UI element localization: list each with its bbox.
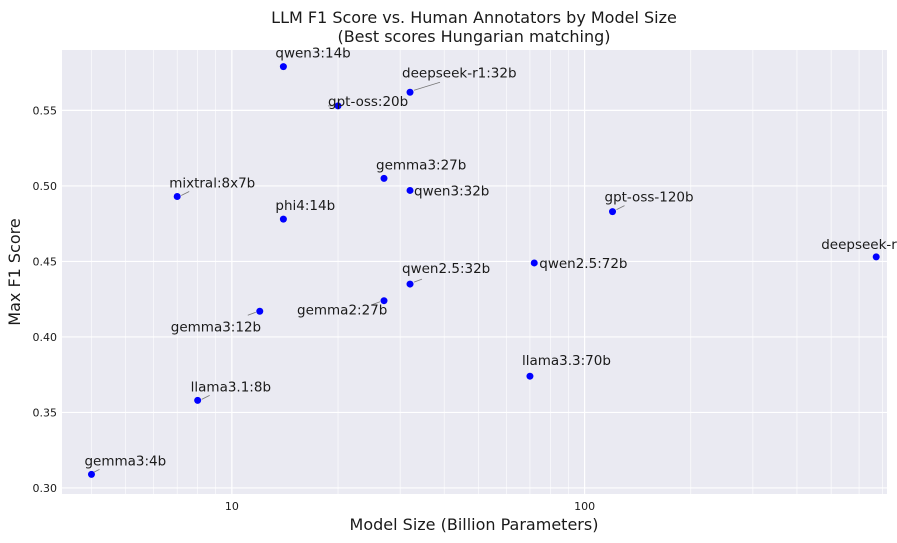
minor-gridlines (91, 50, 883, 494)
data-point (334, 102, 342, 110)
point-label: phi4:14b (275, 198, 335, 214)
plot-area (62, 50, 887, 494)
point-label: qwen2.5:72b (539, 256, 627, 272)
data-point (87, 470, 95, 478)
data-point (872, 253, 880, 261)
point-label: gemma3:4b (84, 453, 166, 469)
y-tick-label: 0.50 (33, 180, 58, 193)
leader-line (413, 81, 441, 91)
y-tick-label: 0.45 (33, 255, 58, 268)
data-point (194, 396, 202, 404)
leader-line (371, 301, 381, 306)
leader-line (413, 278, 423, 283)
y-tick-label: 0.35 (33, 406, 58, 419)
point-label: llama3.1:8b (191, 379, 271, 395)
leader-line (181, 191, 190, 196)
y-axis-label: Max F1 Score (5, 218, 24, 325)
point-label: qwen2.5:32b (402, 261, 490, 277)
point-label: gemma3:27b (376, 157, 466, 173)
point-label: gemma3:12b (171, 319, 261, 335)
data-point (380, 297, 388, 305)
data-point (406, 88, 414, 96)
point-label: gpt-oss:20b (328, 94, 408, 110)
data-points (87, 63, 880, 478)
data-point (406, 280, 414, 288)
leader-line (616, 205, 625, 210)
data-point (526, 372, 534, 380)
data-point (256, 307, 264, 315)
data-point-labels: gemma3:4b llama3.1:8b mixtral:8x7b gemma3:1… (84, 46, 897, 470)
y-tick-label: 0.40 (33, 331, 58, 344)
y-tick-label: 0.55 (33, 104, 58, 117)
data-point (406, 186, 414, 194)
y-tick-label: 0.30 (33, 482, 58, 495)
major-gridlines (62, 50, 887, 494)
x-axis-label: Model Size (Billion Parameters) (350, 515, 599, 534)
data-point (279, 63, 287, 71)
data-point (609, 208, 617, 216)
point-label: mixtral:8x7b (169, 175, 255, 191)
leader-line (201, 395, 210, 400)
chart-subtitle: (Best scores Hungarian matching) (337, 27, 610, 46)
point-label: qwen3:14b (275, 46, 350, 62)
point-label: deepseek-r1 (821, 237, 897, 253)
leader-line (93, 469, 100, 473)
leader-line (247, 311, 256, 316)
point-label: llama3.3:70b (522, 353, 611, 369)
point-label: deepseek-r1:32b (402, 65, 517, 81)
data-point (530, 259, 538, 267)
point-label: gpt-oss-120b (605, 190, 694, 206)
point-label: gemma2:27b (297, 303, 387, 319)
data-point (173, 192, 181, 200)
point-label: qwen3:32b (414, 183, 489, 199)
data-point (380, 174, 388, 182)
x-tick-label: 100 (574, 500, 595, 513)
data-point (279, 215, 287, 223)
label-leader-lines (93, 81, 625, 473)
x-tick-label: 10 (225, 500, 239, 513)
axis-ticks: 10 100 0.30 0.35 0.40 0.45 0.50 0.55 (33, 104, 596, 513)
chart-title: LLM F1 Score vs. Human Annotators by Mod… (271, 8, 677, 27)
